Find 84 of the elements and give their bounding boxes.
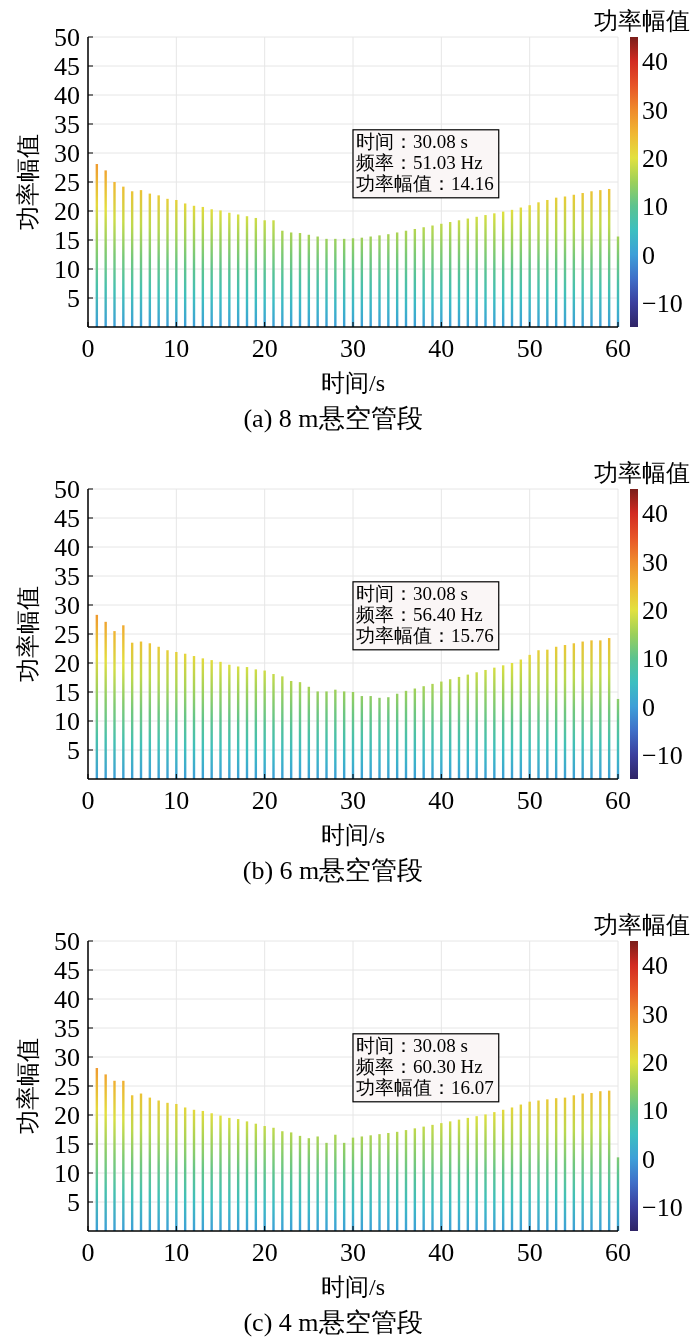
y-tick-label: 45 (54, 956, 80, 985)
y-tick-label: 40 (54, 81, 80, 110)
x-axis-title: 时间/s (320, 822, 386, 848)
y-tick-label: 15 (54, 1130, 80, 1159)
x-tick-label: 60 (605, 334, 631, 363)
x-tick-label: 0 (81, 786, 95, 815)
y-tick-label: 35 (54, 110, 80, 139)
x-tick-label: 20 (251, 1238, 278, 1267)
color-bar-label: 30 (642, 999, 668, 1029)
y-tick-label: 45 (54, 52, 80, 81)
y-tick-label: 40 (54, 985, 80, 1014)
color-bar-label: 0 (642, 240, 655, 270)
y-axis-title: 功率幅值 (15, 1038, 41, 1134)
color-bar-label: 40 (642, 47, 668, 77)
y-tick-label: 10 (54, 707, 80, 736)
y-tick-label: 25 (54, 1072, 80, 1101)
y-tick-label: 20 (54, 649, 80, 678)
x-tick-label: 50 (516, 1238, 543, 1267)
y-tick-label: 30 (54, 591, 80, 620)
x-axis-title: 时间/s (320, 370, 386, 396)
x-tick-label: 20 (251, 786, 278, 815)
y-axis-title: 功率幅值 (15, 586, 41, 682)
annotation: 时间：30.08 s 频率：60.30 Hz 功率幅值：16.07 (352, 1033, 500, 1103)
y-axis-title: 功率幅值 (15, 134, 41, 230)
x-tick-label: 40 (428, 1238, 455, 1267)
text: (c) 4 m悬空管段 (243, 1308, 423, 1337)
x-tick-label: 10 (163, 1238, 190, 1267)
x-tick-label: 0 (81, 1238, 95, 1267)
x-axis-title: 时间/s (320, 1274, 386, 1300)
y-tick-label: 35 (54, 1014, 80, 1043)
color-bar-label: 0 (642, 692, 655, 722)
x-tick-label: 0 (81, 334, 95, 363)
color-bar-title: 功率幅值 (594, 8, 690, 34)
x-tick-label: 30 (340, 786, 366, 815)
text: (b) 6 m悬空管段 (242, 856, 424, 885)
y-tick-label: 30 (54, 139, 80, 168)
x-tick-label: 40 (428, 334, 455, 363)
y-tick-label: 5 (67, 284, 80, 313)
y-tick-label: 40 (54, 533, 80, 562)
color-bar-label: 10 (642, 192, 668, 222)
color-bar-label: 10 (642, 644, 668, 674)
y-tick-label: 50 (54, 475, 80, 504)
x-tick-label: 10 (163, 334, 190, 363)
color-bar-label: 10 (642, 1096, 668, 1126)
y-tick-label: 10 (54, 255, 80, 284)
color-bar-label: 30 (642, 547, 668, 577)
annotation: 时间：30.08 s 频率：56.40 Hz 功率幅值：15.76 (352, 581, 500, 651)
y-tick-label: 15 (54, 226, 80, 255)
color-bar-label: −10 (642, 740, 683, 770)
y-tick-label: 15 (54, 678, 80, 707)
color-bar-label: −10 (642, 1192, 683, 1222)
color-bar-title: 功率幅值 (594, 460, 690, 486)
y-tick-label: 25 (54, 168, 80, 197)
color-bar-label: 0 (642, 1144, 655, 1174)
y-tick-label: 50 (54, 23, 80, 52)
y-tick-label: 45 (54, 504, 80, 533)
color-bar-label: 30 (642, 95, 668, 125)
color-bar-label: 40 (642, 951, 668, 981)
y-tick-label: 30 (54, 1043, 80, 1072)
color-bar-label: 20 (642, 1047, 668, 1077)
y-tick-label: 5 (67, 1188, 80, 1217)
text: (a) 8 m悬空管段 (243, 404, 423, 433)
color-bar-title: 功率幅值 (594, 912, 690, 938)
x-tick-label: 60 (605, 1238, 631, 1267)
x-tick-label: 10 (163, 786, 190, 815)
x-tick-label: 30 (340, 334, 366, 363)
x-tick-label: 50 (516, 334, 543, 363)
y-tick-label: 35 (54, 562, 80, 591)
x-tick-label: 30 (340, 1238, 366, 1267)
x-tick-label: 50 (516, 786, 543, 815)
y-tick-label: 50 (54, 927, 80, 956)
y-tick-label: 20 (54, 197, 80, 226)
color-bar-label: −10 (642, 288, 683, 318)
x-tick-label: 60 (605, 786, 631, 815)
y-tick-label: 5 (67, 736, 80, 765)
color-bar-label: 20 (642, 143, 668, 173)
y-tick-label: 20 (54, 1101, 80, 1130)
color-bar-label: 40 (642, 499, 668, 529)
x-tick-label: 40 (428, 786, 455, 815)
y-tick-label: 10 (54, 1159, 80, 1188)
y-tick-label: 25 (54, 620, 80, 649)
color-bar-label: 20 (642, 595, 668, 625)
x-tick-label: 20 (251, 334, 278, 363)
annotation: 时间：30.08 s 频率：51.03 Hz 功率幅值：14.16 (352, 129, 500, 199)
